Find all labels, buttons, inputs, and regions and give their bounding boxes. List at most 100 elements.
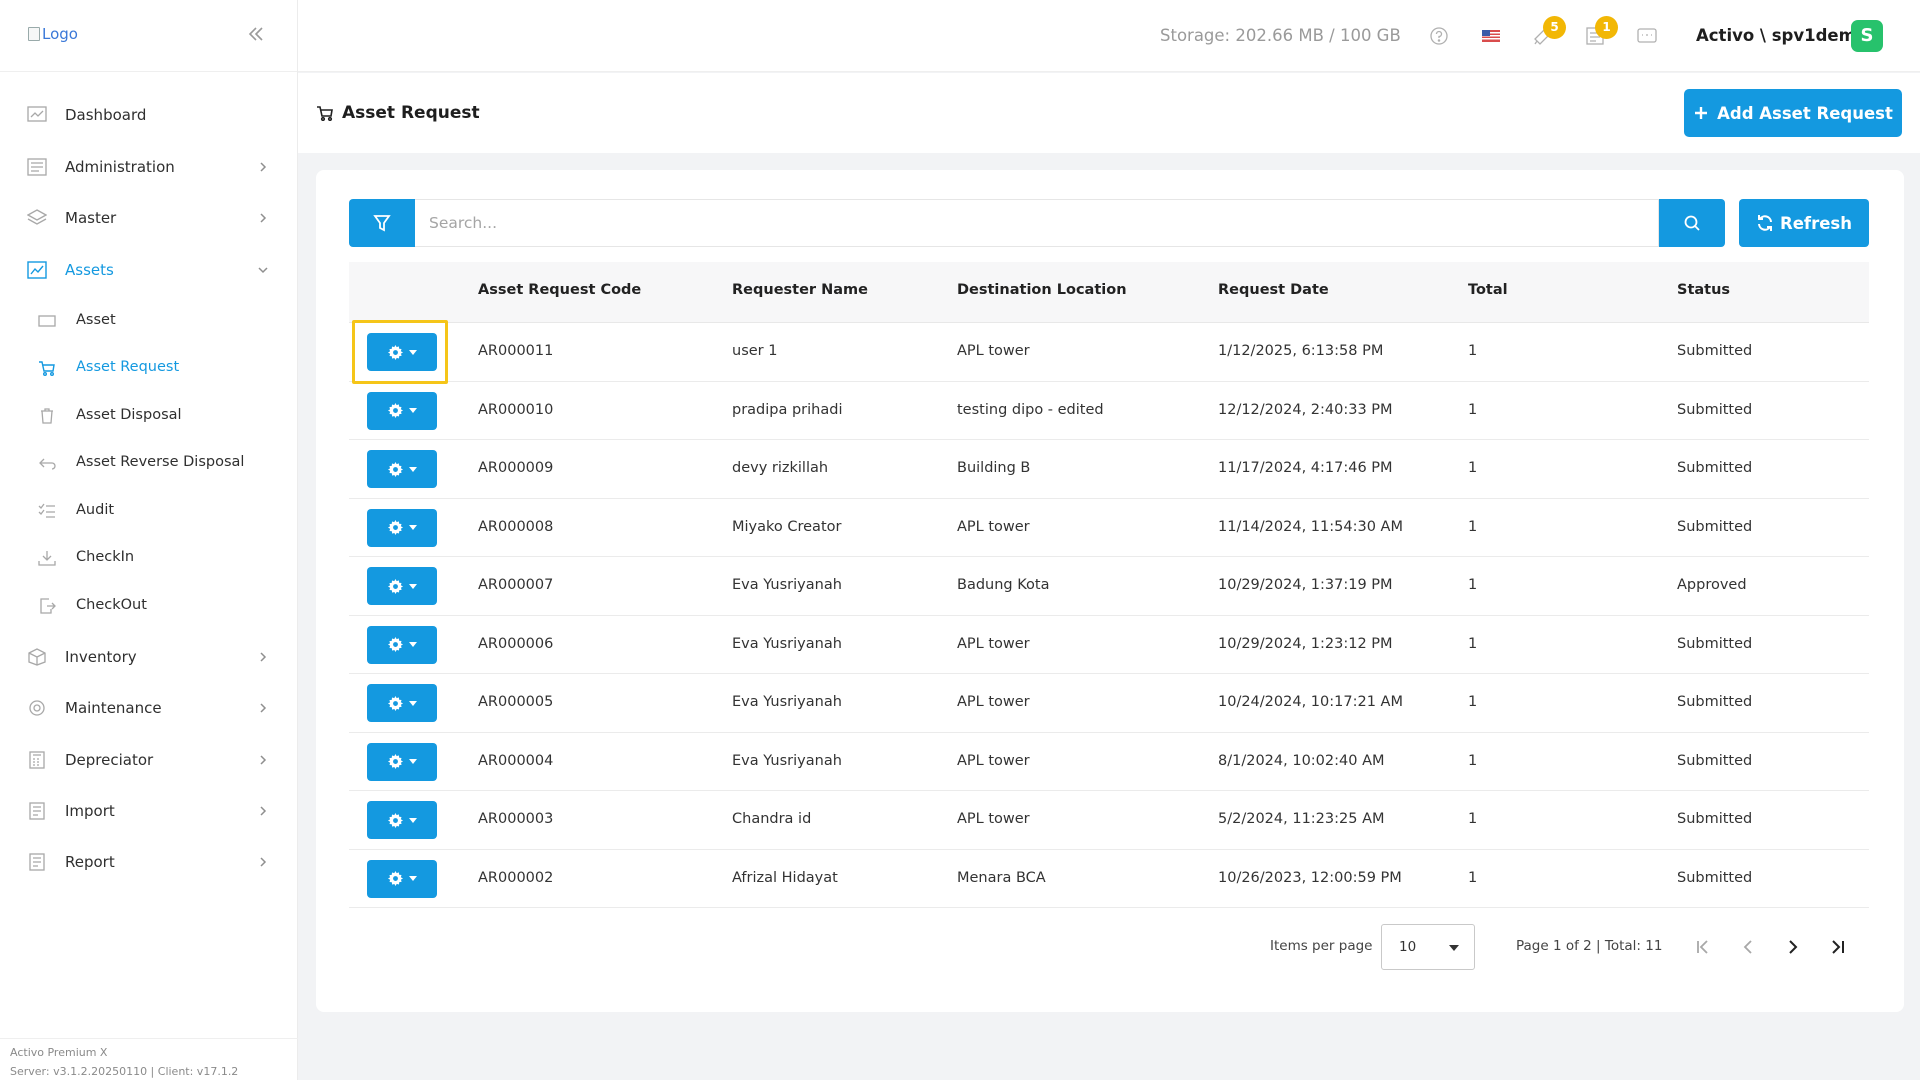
row-actions-button[interactable] — [367, 859, 437, 898]
sidebar-subitem-label: Asset Disposal — [76, 407, 182, 423]
row-actions-button[interactable] — [367, 625, 437, 664]
table-row[interactable]: AR000009 devy rizkillah Building B 11/17/20… — [349, 440, 1869, 499]
cell-status: Submitted — [1677, 343, 1753, 359]
caret-down-icon — [408, 642, 417, 647]
sidebar-item-label: Maintenance — [65, 699, 162, 717]
plus-icon — [1693, 105, 1709, 121]
table-row[interactable]: AR000007 Eva Yusriyanah Badung Kota 10/29/2… — [349, 557, 1869, 616]
sidebar-subitem-asset-reverse-disposal[interactable]: Asset Reverse Disposal — [0, 444, 298, 482]
search-button[interactable] — [1659, 199, 1725, 247]
chevron-right-icon — [256, 650, 270, 664]
filter-button[interactable] — [349, 199, 415, 247]
row-actions-button[interactable] — [367, 567, 437, 605]
table-body: AR000011 user 1 APL tower 1/12/2025, 6:13:5… — [349, 320, 1869, 908]
row-actions-button[interactable] — [367, 450, 437, 488]
sidebar-subitem-asset-disposal[interactable]: Asset Disposal — [0, 397, 298, 435]
sidebar-subitem-asset[interactable]: Asset — [0, 302, 298, 340]
cell-status: Submitted — [1677, 811, 1753, 827]
notification-icon[interactable]: 5 — [1532, 16, 1566, 47]
chat-icon[interactable] — [1636, 25, 1658, 47]
next-page-icon[interactable] — [1782, 936, 1804, 958]
column-header-date[interactable]: Request Date — [1218, 282, 1329, 298]
notification-badge: 5 — [1543, 16, 1566, 39]
table-row[interactable]: AR000003 Chandra id APL tower 5/2/2024, 11:… — [349, 791, 1869, 850]
cell-requester: user 1 — [732, 343, 778, 359]
refresh-button[interactable]: Refresh — [1739, 199, 1869, 247]
search-input[interactable] — [415, 199, 1659, 247]
last-page-icon[interactable] — [1827, 936, 1849, 958]
cell-code: AR000005 — [478, 694, 554, 710]
cell-date: 10/24/2024, 10:17:21 AM — [1218, 694, 1403, 710]
items-per-page-select[interactable]: 10 — [1381, 924, 1475, 970]
table-row[interactable]: AR000010 pradipa prihadi testing dipo - ed… — [349, 382, 1869, 440]
caret-down-icon — [408, 700, 417, 706]
gear-icon — [387, 871, 403, 886]
gear-icon — [27, 699, 47, 717]
row-actions-button[interactable] — [367, 391, 437, 430]
sidebar: Logo Dashboard Administration Master Ass… — [0, 0, 298, 1080]
sidebar-item-inventory[interactable]: Inventory — [0, 637, 298, 677]
sidebar-subitem-asset-request[interactable]: Asset Request — [0, 349, 298, 387]
gear-icon — [387, 637, 403, 652]
sidebar-item-import[interactable]: Import — [0, 791, 298, 831]
add-asset-request-button[interactable]: Add Asset Request — [1684, 89, 1902, 137]
sidebar-subitem-checkin[interactable]: CheckIn — [0, 539, 298, 577]
column-header-total[interactable]: Total — [1468, 282, 1508, 298]
cell-date: 11/14/2024, 11:54:30 AM — [1218, 518, 1403, 535]
sidebar-item-administration[interactable]: Administration — [0, 147, 298, 187]
row-actions-button[interactable] — [367, 508, 437, 547]
chevron-right-icon — [256, 211, 270, 225]
cell-date: 11/17/2024, 4:17:46 PM — [1218, 460, 1393, 476]
table-row[interactable]: AR000011 user 1 APL tower 1/12/2025, 6:13:5… — [349, 320, 1869, 384]
column-header-status[interactable]: Status — [1677, 282, 1731, 298]
sidebar-item-depreciator[interactable]: Depreciator — [0, 740, 298, 780]
row-actions-button[interactable] — [367, 684, 437, 722]
sidebar-item-report[interactable]: Report — [0, 842, 298, 882]
gear-icon — [387, 812, 403, 828]
cell-status: Submitted — [1677, 635, 1753, 652]
row-actions-button[interactable] — [367, 801, 437, 839]
cell-location: APL tower — [957, 635, 1030, 652]
help-icon[interactable] — [1428, 25, 1450, 47]
table-row[interactable]: AR000005 Eva Yusriyanah APL tower 10/24/202… — [349, 674, 1869, 733]
table-row[interactable]: AR000004 Eva Yusriyanah APL tower 8/1/2024,… — [349, 733, 1869, 791]
column-header-code[interactable]: Asset Request Code — [478, 282, 642, 298]
sidebar-subitem-label: CheckOut — [76, 597, 147, 613]
avatar[interactable]: S — [1851, 20, 1883, 52]
sidebar-item-maintenance[interactable]: Maintenance — [0, 688, 298, 728]
row-actions-button[interactable] — [367, 742, 437, 781]
double-chevron-left-icon[interactable] — [246, 24, 266, 44]
table-row[interactable]: AR000002 Afrizal Hidayat Menara BCA 10/26/2… — [349, 850, 1869, 908]
sidebar-subitem-label: CheckIn — [76, 549, 135, 565]
cell-date: 10/29/2024, 1:37:19 PM — [1218, 577, 1393, 593]
logo[interactable]: Logo — [28, 25, 78, 43]
page-title: Asset Request — [342, 103, 480, 123]
sidebar-item-label: Report — [65, 853, 115, 871]
sidebar-item-assets[interactable]: Assets — [0, 250, 298, 290]
column-header-location[interactable]: Destination Location — [957, 282, 1127, 298]
column-header-requester[interactable]: Requester Name — [732, 282, 868, 298]
tasks-icon[interactable]: 1 — [1584, 16, 1618, 47]
layers-icon — [27, 209, 47, 227]
page-info: Page 1 of 2 | Total: 11 — [1516, 938, 1663, 954]
cart-icon — [316, 105, 334, 121]
row-actions-button[interactable] — [367, 333, 437, 371]
table-row[interactable]: AR000006 Eva Yusriyanah APL tower 10/29/202… — [349, 616, 1869, 674]
sidebar-item-dashboard[interactable]: Dashboard — [0, 95, 298, 135]
previous-page-icon[interactable] — [1737, 936, 1759, 958]
us-flag-icon[interactable] — [1480, 25, 1502, 47]
cell-code: AR000004 — [478, 752, 554, 769]
sidebar-item-master[interactable]: Master — [0, 198, 298, 238]
cell-date: 8/1/2024, 10:02:40 AM — [1218, 752, 1385, 769]
user-name[interactable]: Activo \ spv1demo — [1696, 26, 1868, 45]
asset-icon — [27, 261, 47, 279]
table-row[interactable]: AR000008 Miyako Creator APL tower 11/14/202… — [349, 499, 1869, 557]
sidebar-item-label: Depreciator — [65, 751, 154, 769]
caret-down-icon — [1448, 944, 1460, 952]
pagination: Items per page 10 Page 1 of 2 | Total: 1… — [316, 922, 1904, 972]
first-page-icon[interactable] — [1692, 936, 1714, 958]
sidebar-subitem-label: Asset Reverse Disposal — [76, 454, 245, 470]
cell-total: 1 — [1468, 752, 1478, 769]
sidebar-subitem-checkout[interactable]: CheckOut — [0, 587, 298, 625]
sidebar-subitem-audit[interactable]: Audit — [0, 492, 298, 530]
